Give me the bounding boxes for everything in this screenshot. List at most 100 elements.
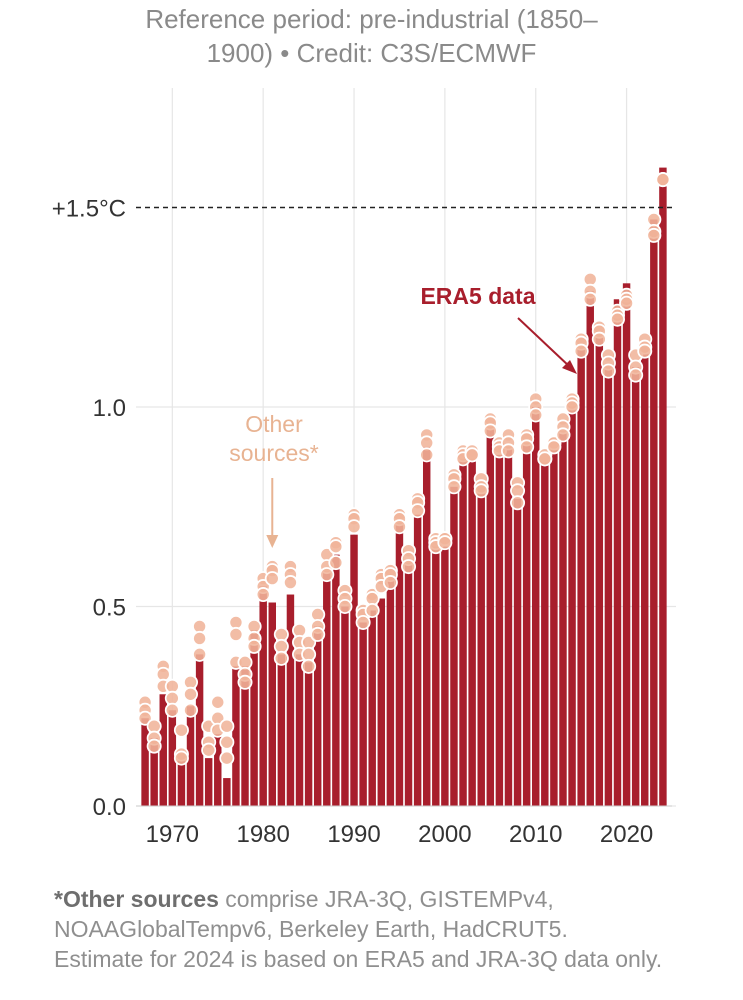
- era5-bar: [577, 347, 585, 806]
- other-source-dot: [537, 451, 553, 467]
- other-source-dot: [410, 503, 426, 519]
- era5-bar: [186, 706, 195, 806]
- other-source-dot: [255, 587, 271, 603]
- era5-bar: [604, 367, 613, 806]
- era5-bar: [395, 522, 404, 806]
- other-sources-label-line-2: sources*: [229, 440, 319, 466]
- other-source-dot: [328, 539, 344, 555]
- other-source-dot: [282, 575, 298, 591]
- other-source-dot: [582, 291, 598, 307]
- footnote: *Other sources comprise JRA-3Q, GISTEMPv…: [54, 884, 734, 974]
- era5-bar: [404, 562, 413, 806]
- x-tick-label: 1990: [327, 821, 380, 848]
- era5-bar: [241, 666, 249, 806]
- x-tick-label: 1970: [146, 821, 199, 848]
- dot-layer: [137, 172, 671, 766]
- era5-bar: [477, 486, 485, 806]
- footnote-line-1-rest: comprise JRA-3Q, GISTEMPv4,: [218, 886, 554, 912]
- other-source-dot: [210, 694, 226, 710]
- era5-bar: [304, 662, 313, 806]
- era5-bar: [150, 738, 158, 806]
- other-source-dot: [446, 479, 462, 495]
- other-source-dot: [609, 311, 625, 327]
- era5-bar: [413, 514, 422, 806]
- other-source-dot: [337, 599, 353, 615]
- subtitle-line-2: 1900) • Credit: C3S/ECMWF: [206, 38, 537, 68]
- era5-bar: [141, 718, 149, 806]
- era5-bar: [332, 554, 340, 806]
- other-source-dot: [500, 443, 516, 459]
- era5-bar: [223, 778, 231, 806]
- era5-bar: [595, 331, 604, 806]
- era5-label: ERA5 data: [420, 283, 535, 309]
- other-source-dot: [201, 742, 217, 758]
- other-source-dot: [382, 575, 398, 591]
- other-source-dot: [346, 519, 362, 535]
- other-source-dot: [564, 399, 580, 415]
- era5-bar: [641, 347, 649, 806]
- era5-bar: [177, 754, 186, 806]
- axis-layer: 0.0 0.5 1.0 +1.5°C 1970 1980 1990 2000 2010 2020: [52, 196, 676, 848]
- other-source-dot: [364, 602, 380, 618]
- era5-bar: [268, 602, 276, 806]
- other-source-dot: [591, 331, 607, 347]
- other-source-dot: [264, 571, 280, 587]
- era5-bar: [495, 454, 504, 806]
- era5-bar: [377, 598, 386, 806]
- x-tick-label: 2020: [600, 821, 653, 848]
- other-source-dot: [173, 722, 189, 738]
- other-source-dot: [482, 423, 498, 439]
- other-source-dot: [573, 343, 589, 359]
- other-source-dot: [646, 227, 662, 243]
- era5-bar: [286, 594, 295, 806]
- other-source-dot: [628, 367, 644, 383]
- era5-bar: [359, 622, 367, 806]
- era5-bar: [432, 546, 440, 806]
- y-tick-label: 1.0: [93, 395, 126, 422]
- other-source-dot: [246, 638, 262, 654]
- era5-bar: [568, 403, 576, 806]
- era5-bar: [350, 534, 358, 806]
- era5-bar: [613, 299, 622, 806]
- other-source-dot: [619, 295, 635, 311]
- era5-arrowhead: [562, 360, 577, 374]
- x-tick-label: 2010: [509, 821, 562, 848]
- era5-bar: [195, 654, 204, 806]
- other-source-dot: [546, 439, 562, 455]
- era5-bar: [323, 570, 331, 806]
- era5-bar: [659, 167, 667, 807]
- other-source-dot: [183, 686, 199, 702]
- era5-bar: [522, 442, 531, 806]
- x-tick-label: 1980: [236, 821, 289, 848]
- other-sources-label-line-1: Other: [245, 411, 303, 437]
- subtitle-line-1: Reference period: pre-industrial (1850–: [145, 4, 598, 34]
- other-source-dot: [510, 495, 526, 511]
- era5-bar: [204, 758, 213, 806]
- other-source-dot: [519, 439, 535, 455]
- era5-bar: [622, 283, 631, 806]
- other-source-dot: [637, 343, 653, 359]
- era5-bar: [459, 458, 467, 806]
- other-source-dot: [301, 658, 317, 674]
- other-source-dot: [391, 519, 407, 535]
- chart-subtitle: Reference period: pre-industrial (1850– …: [0, 2, 743, 70]
- era5-bar: [550, 446, 558, 806]
- footnote-line-2: NOAAGlobalTempv6, Berkeley Earth, HadCRU…: [54, 916, 568, 942]
- footnote-line-1: *Other sources comprise JRA-3Q, GISTEMPv…: [54, 884, 734, 914]
- other-source-dot: [655, 172, 671, 188]
- era5-bar: [159, 694, 167, 806]
- y-tick-label: +1.5°C: [52, 196, 126, 223]
- other-source-dot: [228, 626, 244, 642]
- footnote-line-3: Estimate for 2024 is based on ERA5 and J…: [54, 946, 663, 972]
- other-source-dot: [473, 483, 489, 499]
- other-source-dot: [173, 750, 189, 766]
- other-source-dot: [419, 447, 435, 463]
- x-tick-label: 2000: [418, 821, 471, 848]
- other-source-dot: [237, 674, 253, 690]
- other-source-dot: [183, 702, 199, 718]
- era5-bar: [504, 446, 513, 806]
- other-source-dot: [219, 718, 235, 734]
- bar-layer: [141, 167, 667, 807]
- other-source-dot: [600, 363, 616, 379]
